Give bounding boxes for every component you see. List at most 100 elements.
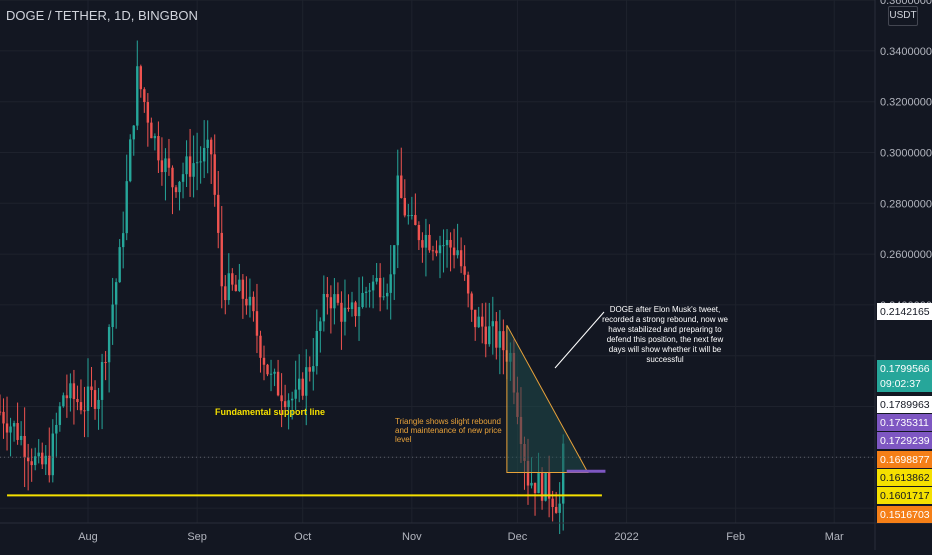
candle-body: [431, 250, 435, 252]
candle-body: [368, 290, 371, 292]
candle-body: [171, 167, 174, 188]
price-tag-label: 0.2142165: [880, 306, 930, 318]
candle-body: [37, 452, 40, 457]
candle-body: [312, 366, 315, 372]
candle-body: [181, 174, 185, 182]
candle-body: [438, 245, 442, 254]
candle-body: [34, 456, 37, 466]
x-tick-label: Mar: [825, 531, 844, 543]
candle-body: [23, 435, 26, 458]
price-tag-label: 09:02:37: [880, 378, 921, 390]
candle-body: [26, 457, 30, 462]
candle-body: [122, 233, 125, 248]
candle-body: [389, 274, 392, 293]
candle-body: [83, 410, 86, 412]
price-tag: [877, 360, 932, 377]
candle-body: [167, 158, 171, 168]
x-tick-label: Aug: [78, 531, 98, 543]
candle-body: [44, 455, 47, 465]
candle-body: [526, 460, 530, 486]
price-tag-label: 0.1729239: [880, 435, 930, 447]
x-tick-label: Feb: [726, 531, 745, 543]
candle-body: [481, 316, 484, 327]
candle-body: [280, 395, 283, 402]
candle-body: [153, 136, 157, 139]
candle-body: [129, 139, 132, 182]
candle-body: [554, 507, 558, 513]
candle-body: [100, 362, 104, 400]
candle-body: [252, 296, 255, 312]
price-tag: [877, 414, 932, 431]
candle-body: [533, 482, 537, 494]
candle-body: [79, 402, 83, 411]
candle-body: [400, 175, 403, 198]
candle-body: [174, 187, 178, 193]
candle-body: [58, 406, 62, 425]
candle-body: [273, 371, 276, 374]
candle-body: [220, 232, 223, 287]
candle-body: [19, 435, 23, 440]
candle-body: [195, 162, 199, 164]
candle-body: [231, 273, 234, 285]
candle-body: [301, 378, 304, 396]
candle-body: [199, 161, 202, 163]
candle-body: [132, 125, 135, 140]
candle-body: [160, 160, 164, 173]
triangle-pattern: [506, 324, 589, 474]
price-tag-label: 0.1735311: [880, 417, 929, 429]
candle-body: [48, 455, 51, 476]
candle-body: [248, 296, 252, 306]
candle-body: [502, 331, 505, 351]
candle-body: [424, 234, 428, 248]
candle-body: [276, 371, 280, 396]
candle-body: [530, 482, 533, 486]
candle-body: [364, 291, 368, 293]
candle-body: [558, 503, 561, 513]
candle-body: [266, 364, 269, 375]
price-tag-label: 0.1613862: [880, 472, 930, 484]
candle-body: [234, 284, 238, 291]
price-tag: [877, 375, 932, 392]
candle-body: [107, 327, 111, 363]
candle-body: [9, 426, 12, 433]
candle-body: [0, 411, 2, 413]
candle-body: [410, 215, 414, 217]
annotation-pointer: [554, 311, 605, 369]
price-tag-label: 0.1601717: [880, 490, 930, 502]
candle-body: [333, 294, 336, 309]
candle-body: [477, 316, 480, 328]
candle-body: [2, 411, 5, 424]
y-tick-label: 0.2800000: [880, 198, 932, 210]
candle-body: [361, 292, 364, 308]
drawings[interactable]: Fundamental support line Triangle shows s…: [0, 305, 875, 497]
candle-body: [72, 383, 76, 400]
price-tag-label: 0.1516703: [880, 509, 930, 521]
candle-body: [442, 245, 445, 247]
x-tick-label: Dec: [508, 531, 528, 543]
candle-body: [315, 330, 318, 367]
candle-body: [12, 423, 16, 427]
candle-body: [343, 307, 347, 322]
candle-body: [491, 321, 494, 327]
candle-body: [41, 452, 44, 465]
candle-body: [463, 266, 466, 275]
candle-body: [259, 335, 262, 358]
candle-body: [139, 66, 142, 90]
x-tick-label: Nov: [402, 531, 422, 543]
candle-body: [540, 472, 544, 501]
candle-body: [164, 158, 167, 173]
tweet-note: DOGE after Elon Musk's tweet, recorded a …: [602, 305, 728, 364]
candle-body: [185, 156, 188, 175]
candle-body: [55, 424, 58, 434]
candle-body: [562, 443, 565, 504]
candle-body: [283, 401, 287, 408]
candles: [0, 40, 565, 535]
candle-body: [393, 245, 396, 275]
candle-body: [452, 247, 456, 256]
candle-body: [319, 321, 322, 331]
currency-selector[interactable]: USDT: [888, 6, 918, 26]
candle-body: [382, 296, 385, 298]
